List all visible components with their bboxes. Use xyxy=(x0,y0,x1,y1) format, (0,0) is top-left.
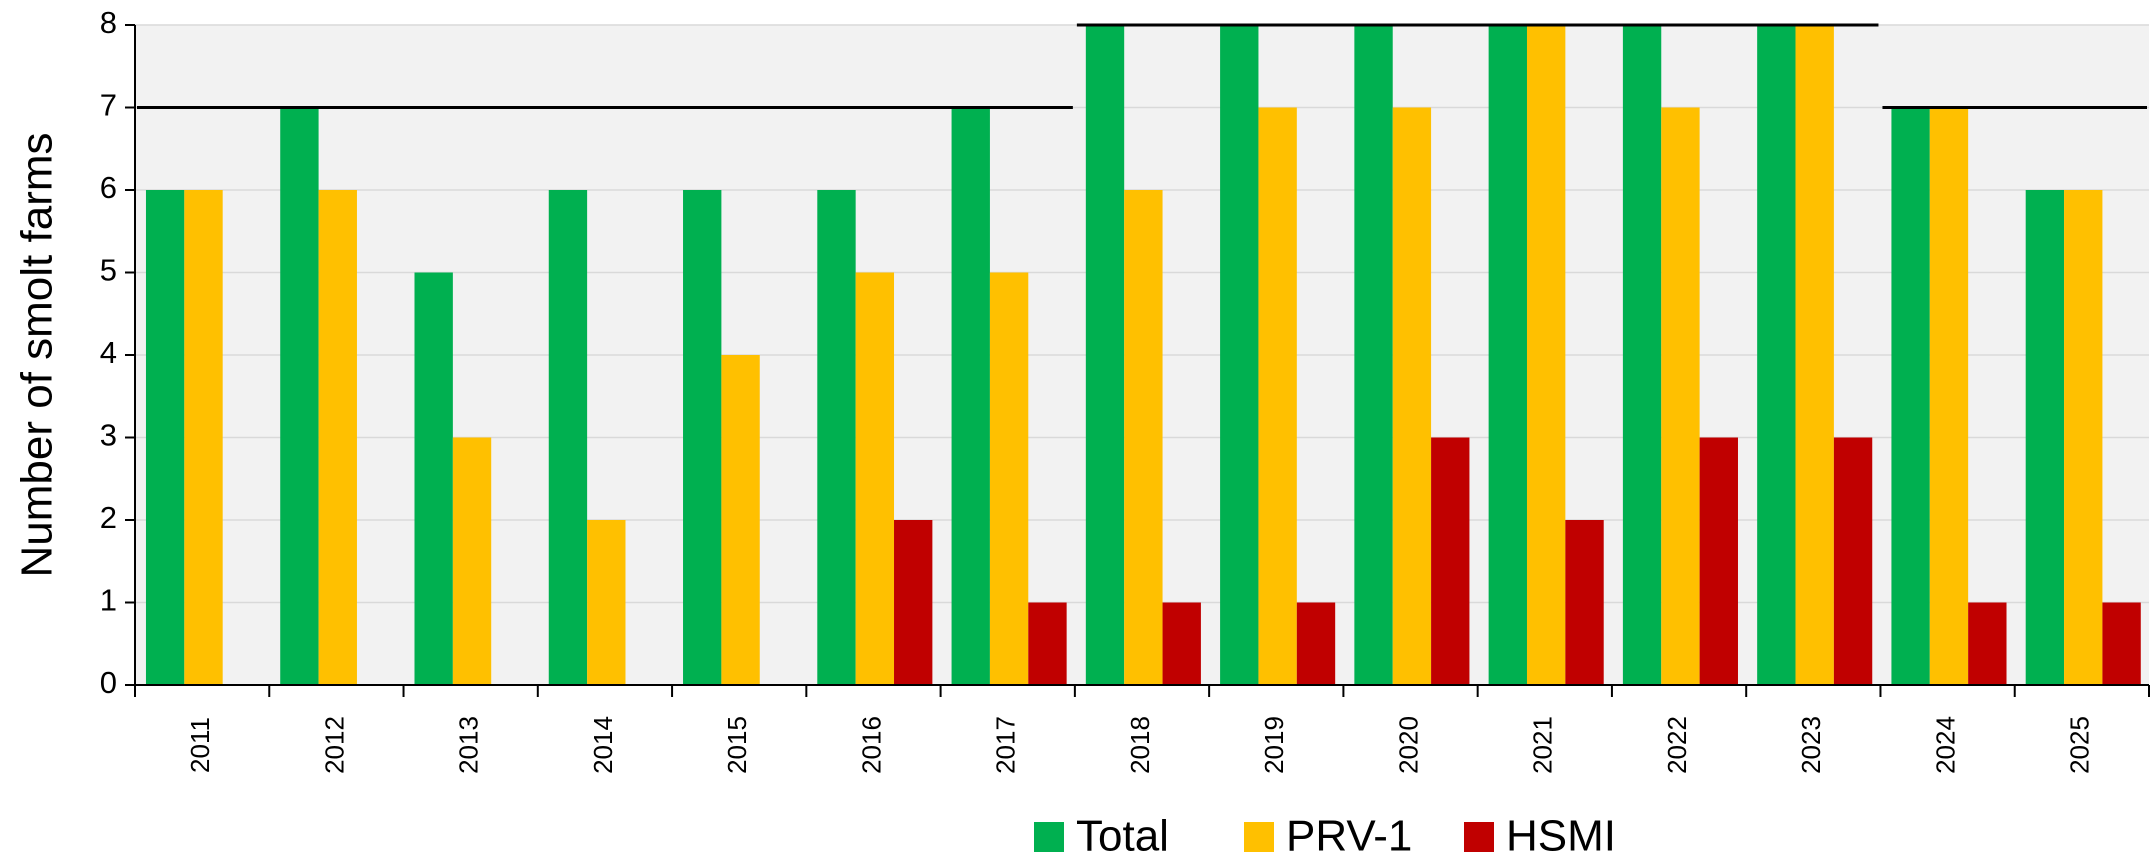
legend-swatch xyxy=(1034,822,1064,852)
bar xyxy=(721,355,760,685)
x-tick-label: 2011 xyxy=(185,717,215,773)
x-tick-label: 2021 xyxy=(1528,716,1558,774)
bar xyxy=(1354,25,1393,685)
bar xyxy=(894,520,933,685)
bar xyxy=(1891,107,1930,685)
bar xyxy=(548,190,588,685)
bar xyxy=(951,107,990,685)
bar xyxy=(587,520,626,685)
x-tick-label: 2012 xyxy=(319,716,349,774)
bar xyxy=(1258,107,1297,685)
x-tick-label: 2024 xyxy=(1930,716,1960,774)
bar xyxy=(1833,437,1873,685)
y-tick-label: 0 xyxy=(100,665,117,700)
x-tick-label: 2013 xyxy=(454,716,484,774)
bar xyxy=(1565,520,1604,685)
y-axis-label: Number of smolt farms xyxy=(13,133,62,578)
bar xyxy=(1622,25,1662,685)
bar xyxy=(817,190,856,685)
legend-label: Total xyxy=(1076,812,1169,861)
legend-label: PRV-1 xyxy=(1286,812,1412,861)
bar xyxy=(855,272,895,685)
x-tick-label: 2017 xyxy=(991,716,1021,774)
bar xyxy=(1795,25,1834,685)
bar xyxy=(1488,25,1527,685)
y-tick-label: 2 xyxy=(100,500,117,535)
x-tick-label: 2016 xyxy=(856,716,886,774)
bar xyxy=(1162,602,1201,685)
x-tick-label: 2025 xyxy=(2065,716,2095,774)
bar xyxy=(1431,437,1470,685)
bar xyxy=(1968,602,2007,685)
x-tick-label: 2022 xyxy=(1662,716,1692,774)
x-tick-label: 2020 xyxy=(1393,716,1423,774)
bar xyxy=(1929,107,1969,685)
bar xyxy=(318,190,357,685)
bar xyxy=(280,107,319,685)
bar xyxy=(1392,107,1432,685)
x-tick-label: 2023 xyxy=(1796,716,1826,774)
bar xyxy=(414,272,453,685)
bar xyxy=(184,190,223,685)
bar xyxy=(1757,25,1796,685)
legend-swatch xyxy=(1464,822,1494,852)
bar xyxy=(1296,602,1336,685)
y-tick-label: 8 xyxy=(100,5,117,40)
bar xyxy=(2102,602,2141,685)
bar xyxy=(1220,25,1259,685)
y-tick-label: 7 xyxy=(100,88,117,123)
y-tick-label: 1 xyxy=(100,583,117,618)
y-tick-label: 3 xyxy=(100,418,117,453)
x-tick-label: 2018 xyxy=(1125,716,1155,774)
bar xyxy=(1124,190,1163,685)
bar xyxy=(145,190,185,685)
x-tick-label: 2014 xyxy=(588,716,618,774)
bar xyxy=(2025,190,2065,685)
bar xyxy=(452,437,492,685)
x-tick-label: 2019 xyxy=(1259,716,1289,774)
bar xyxy=(1526,25,1566,685)
y-tick-label: 6 xyxy=(100,170,117,205)
legend-label: HSMI xyxy=(1506,812,1616,861)
bar xyxy=(683,190,722,685)
legend-swatch xyxy=(1244,822,1274,852)
bar xyxy=(2064,190,2103,685)
x-tick-label: 2015 xyxy=(722,716,752,774)
y-tick-label: 4 xyxy=(100,335,117,370)
bar xyxy=(1661,107,1700,685)
bar xyxy=(1699,437,1738,685)
bar xyxy=(1028,602,1067,685)
y-tick-label: 5 xyxy=(100,253,117,288)
bar xyxy=(1085,25,1125,685)
bar xyxy=(989,272,1029,685)
